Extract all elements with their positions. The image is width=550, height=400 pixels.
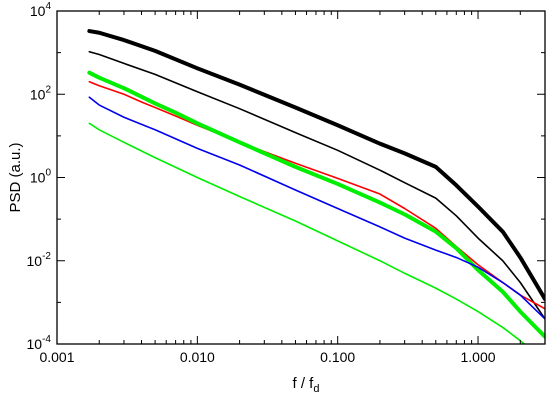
series-line-1 <box>87 29 545 302</box>
y-tick-label-exponent-3: 0 <box>45 168 51 179</box>
ticks-layer <box>56 10 545 345</box>
y-tick-label-base-4: 10 <box>30 86 46 102</box>
series-layer <box>87 29 545 344</box>
y-tick-label-5: 104 <box>30 1 52 19</box>
series-line-6 <box>88 122 526 344</box>
x-axis-label: f / fd <box>293 375 320 395</box>
y-tick-label-3: 100 <box>30 168 52 186</box>
series-line-4 <box>87 70 545 339</box>
series-line-5 <box>88 96 545 320</box>
y-tick-label-base-3: 10 <box>30 170 46 186</box>
y-tick-label-1: 10-4 <box>27 334 52 352</box>
y-tick-label-exponent-5: 4 <box>45 1 51 12</box>
x-tick-label-2: 0.010 <box>180 349 215 365</box>
y-tick-label-exponent-4: 2 <box>45 84 51 95</box>
y-tick-label-base-1: 10 <box>27 336 43 352</box>
y-axis-label: PSD (a.u.) <box>7 142 24 212</box>
y-tick-label-base-5: 10 <box>30 3 46 19</box>
y-tick-label-exponent-2: -2 <box>42 251 51 262</box>
x-axis-label-main: f / f <box>293 375 315 392</box>
series-line-3 <box>88 80 545 310</box>
y-tick-label-exponent-1: -4 <box>42 334 51 345</box>
plot-frame <box>56 10 546 345</box>
x-tick-label-1: 0.001 <box>39 349 74 365</box>
x-tick-label-4: 1.000 <box>461 349 496 365</box>
series-line-2 <box>88 50 545 320</box>
x-axis-label-subscript: d <box>313 383 319 395</box>
y-tick-label-base-2: 10 <box>27 253 43 269</box>
y-tick-label-2: 10-2 <box>27 251 52 269</box>
x-tick-label-3: 0.100 <box>320 349 355 365</box>
y-tick-label-4: 102 <box>30 84 52 102</box>
